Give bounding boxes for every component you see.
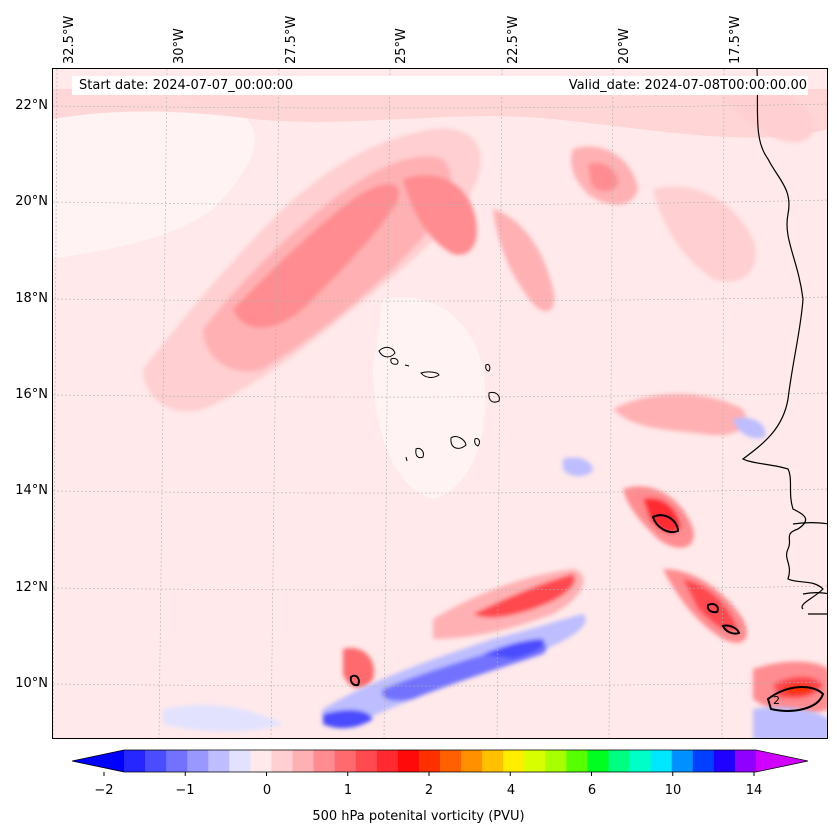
colorbar-segment <box>313 750 336 772</box>
cb-tick-label: −1 <box>175 783 195 798</box>
cape-verde-islands <box>378 346 500 462</box>
cb-tick-label: 4 <box>506 783 516 798</box>
contour-label: 2 <box>773 694 780 707</box>
pv-field-negative-band <box>163 417 827 738</box>
colorbar-label: 500 hPa potenital vorticity (PVU) <box>312 809 525 824</box>
lat-label-14n: 14°N <box>15 483 48 498</box>
pv-2-contours <box>349 514 825 712</box>
colorbar-ticks <box>103 772 755 776</box>
colorbar-segment <box>355 750 378 772</box>
lon-label-30w: 30°W <box>172 28 187 64</box>
colorbar-segment <box>440 750 462 772</box>
lat-label-12n: 12°N <box>15 580 48 595</box>
lat-label-18n: 18°N <box>15 291 48 306</box>
colorbar-segment <box>692 750 715 772</box>
colorbar-segment <box>734 750 757 772</box>
grid-lines <box>53 69 827 738</box>
colorbar-segment <box>418 750 441 772</box>
colorbar-outline <box>72 749 808 773</box>
colorbar-segment <box>671 750 694 772</box>
cb-tick-label: 6 <box>587 783 597 798</box>
colorbar-segment <box>376 750 399 772</box>
lat-label-20n: 20°N <box>15 194 48 209</box>
lat-label-22n: 22°N <box>15 98 48 113</box>
colorbar-segment <box>124 750 146 772</box>
colorbar-segment <box>229 750 251 772</box>
cb-tick-label: 1 <box>343 783 353 798</box>
lon-label-27-5w: 27.5°W <box>284 15 299 64</box>
lat-label-16n: 16°N <box>15 387 48 402</box>
cb-tick-label: 2 <box>424 783 434 798</box>
lon-label-32-5w: 32.5°W <box>62 15 77 64</box>
colorbar-segment <box>566 750 588 772</box>
map-plot-area[interactable]: 2 <box>52 68 828 739</box>
colorbar-segment <box>629 750 652 772</box>
colorbar-segment <box>334 750 357 772</box>
colorbar-segment <box>503 750 525 772</box>
colorbar-segment <box>482 750 504 772</box>
colorbar-segments <box>124 750 757 772</box>
cb-tick-label: 10 <box>664 783 682 798</box>
colorbar-segment <box>545 750 567 772</box>
colorbar-segment <box>608 750 631 772</box>
colorbar-segment <box>145 750 167 772</box>
lon-label-25w: 25°W <box>394 28 409 64</box>
colorbar-segment <box>187 750 209 772</box>
colorbar-segment <box>250 750 272 772</box>
lon-label-22-5w: 22.5°W <box>506 15 521 64</box>
colorbar-segment <box>713 750 736 772</box>
colorbar <box>72 749 808 776</box>
colorbar-segment <box>292 750 315 772</box>
colorbar-segment <box>650 750 673 772</box>
colorbar-segment <box>587 750 610 772</box>
cb-tick-label: −2 <box>94 783 114 798</box>
pv-field: 2 <box>53 69 827 738</box>
colorbar-segment <box>271 750 294 772</box>
lon-label-17-5w: 17.5°W <box>728 15 743 64</box>
colorbar-segment <box>208 750 230 772</box>
coastline <box>741 69 827 615</box>
start-date-label: Start date: 2024-07-07_00:00:00 <box>79 78 294 93</box>
lat-label-10n: 10°N <box>15 676 48 691</box>
colorbar-segment <box>524 750 546 772</box>
colorbar-max-arrow <box>756 750 808 772</box>
colorbar-min-arrow <box>72 750 124 772</box>
valid-date-label: Valid_date: 2024-07-08T00:00:00.00 <box>568 78 807 93</box>
info-bar <box>72 76 808 95</box>
colorbar-segment <box>461 750 483 772</box>
cb-tick-label: 0 <box>262 783 272 798</box>
colorbar-segment <box>397 750 420 772</box>
cb-tick-label: 14 <box>745 783 763 798</box>
colorbar-segment <box>166 750 188 772</box>
lon-label-20w: 20°W <box>617 28 632 64</box>
